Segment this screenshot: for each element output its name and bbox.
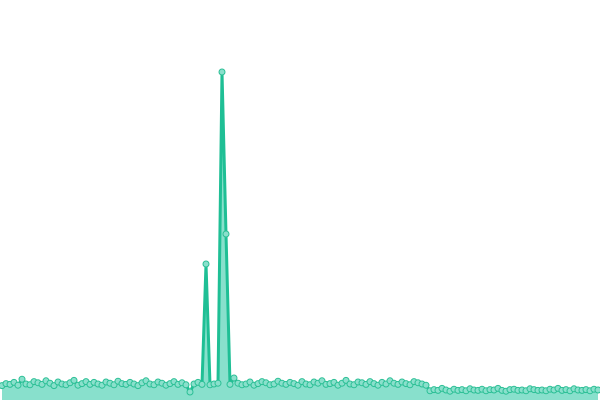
series-area: [2, 72, 598, 400]
data-point: [222, 230, 230, 238]
data-point: [198, 380, 206, 388]
data-point: [226, 380, 234, 388]
data-point: [202, 260, 210, 268]
data-point: [70, 376, 78, 384]
data-point: [18, 375, 26, 383]
series-line: [1, 70, 599, 394]
data-point: [594, 386, 600, 394]
data-point: [230, 374, 238, 382]
data-point: [214, 379, 222, 387]
data-point: [182, 381, 190, 389]
data-points: [0, 68, 600, 396]
data-point: [186, 388, 194, 396]
data-point: [14, 381, 22, 389]
data-point: [422, 381, 430, 389]
data-point: [218, 68, 226, 76]
